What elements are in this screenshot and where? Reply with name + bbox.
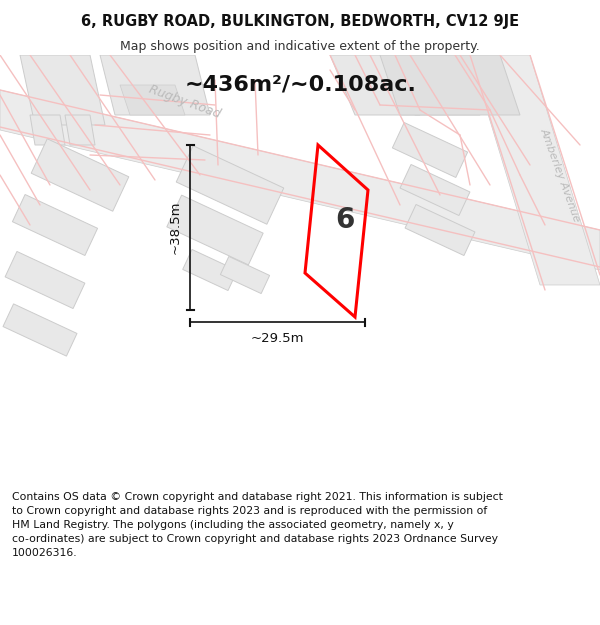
Polygon shape [167,195,263,265]
Polygon shape [3,304,77,356]
Polygon shape [330,55,420,115]
Polygon shape [31,139,129,211]
Polygon shape [176,146,284,224]
Polygon shape [220,256,269,294]
Polygon shape [0,90,600,270]
Text: ~38.5m: ~38.5m [169,201,182,254]
Text: Rugby Road: Rugby Road [148,83,223,121]
Polygon shape [5,251,85,309]
Polygon shape [65,115,95,145]
Text: ~29.5m: ~29.5m [251,332,304,345]
Polygon shape [405,204,475,256]
Polygon shape [20,55,105,125]
Polygon shape [120,85,185,115]
Polygon shape [395,55,480,115]
Polygon shape [470,55,600,285]
Text: 6, RUGBY ROAD, BULKINGTON, BEDWORTH, CV12 9JE: 6, RUGBY ROAD, BULKINGTON, BEDWORTH, CV1… [81,14,519,29]
Polygon shape [100,55,210,115]
Polygon shape [392,122,467,177]
Text: Contains OS data © Crown copyright and database right 2021. This information is : Contains OS data © Crown copyright and d… [12,492,503,558]
Text: ~436m²/~0.108ac.: ~436m²/~0.108ac. [185,75,417,95]
Text: Map shows position and indicative extent of the property.: Map shows position and indicative extent… [120,39,480,52]
Polygon shape [380,55,520,115]
Polygon shape [13,194,98,256]
Polygon shape [400,164,470,216]
Text: Amberley Avenue: Amberley Avenue [538,127,581,223]
Text: 6: 6 [335,206,355,234]
Polygon shape [30,115,65,145]
Polygon shape [182,249,238,291]
